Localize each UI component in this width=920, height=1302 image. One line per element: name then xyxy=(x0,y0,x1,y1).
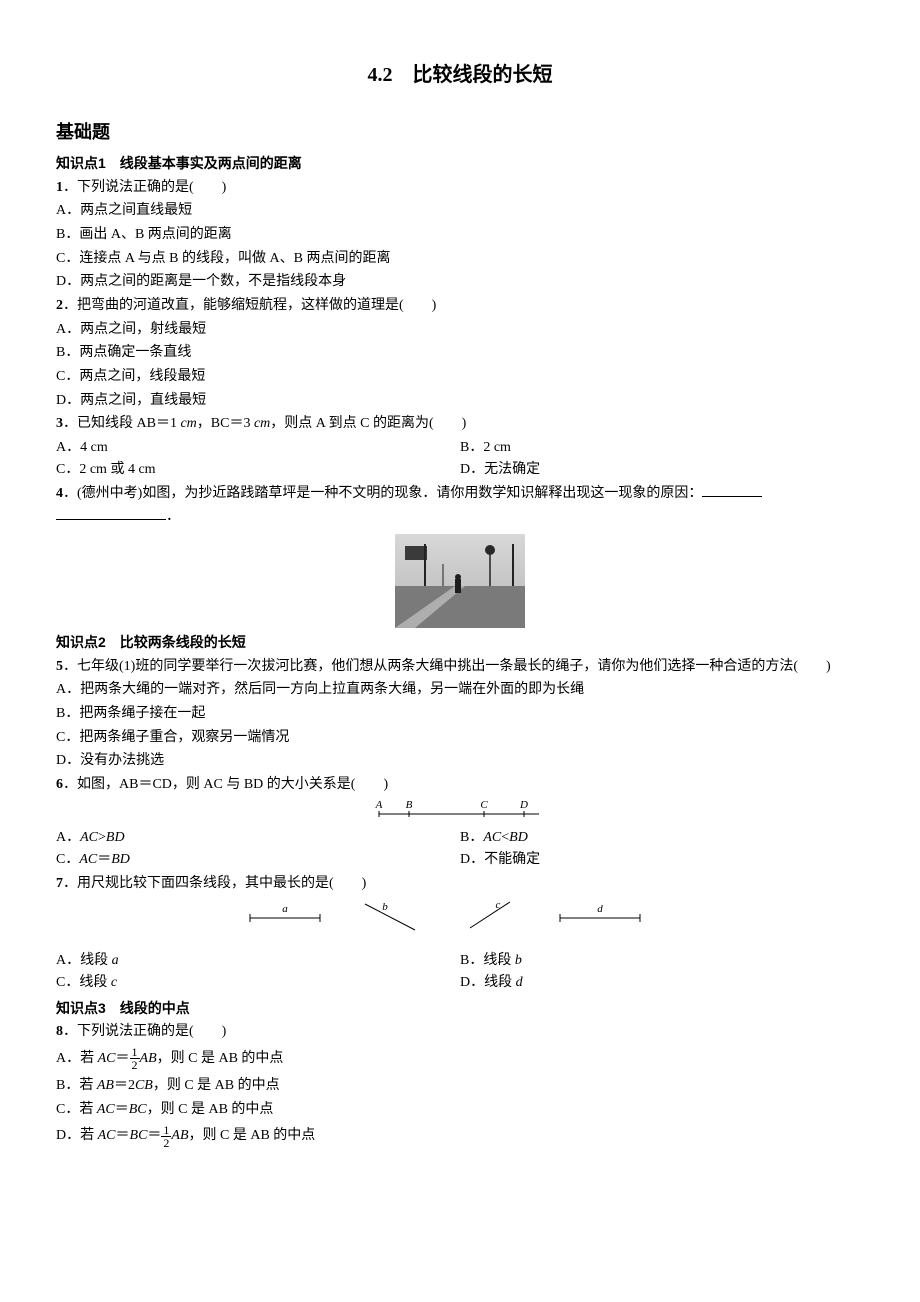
q2-opt-d: D．两点之间，直线最短 xyxy=(56,390,864,412)
q8-num: 8 xyxy=(56,1024,63,1039)
q1-opt-b: B．画出 A、B 两点间的距离 xyxy=(56,224,864,246)
q5-stem: 5．七年级(1)班的同学要举行一次拔河比赛，他们想从两条大绳中挑出一条最长的绳子… xyxy=(56,656,864,678)
q7-figure: a b c d xyxy=(240,900,680,934)
svg-text:D: D xyxy=(519,799,528,811)
svg-text:d: d xyxy=(597,903,603,915)
q1-opt-c: C．连接点 A 与点 B 的线段，叫做 A、B 两点间的距离 xyxy=(56,248,864,270)
q6-row2: C．AC＝BD D．不能确定 xyxy=(56,849,864,871)
q2-num: 2 xyxy=(56,298,63,313)
q4-figure-photo xyxy=(395,534,525,628)
q3-opt-b: B．2 cm xyxy=(460,437,864,459)
q5-opt-a: A．把两条大绳的一端对齐，然后同一方向上拉直两条大绳，另一端在外面的即为长绳 xyxy=(56,679,864,701)
q6-opt-a: A．AC>BD xyxy=(56,827,460,849)
q7-opt-d: D．线段 d xyxy=(460,972,864,994)
q6-figure: A B C D xyxy=(375,798,545,820)
q2-stem: 2．把弯曲的河道改直，能够缩短航程，这样做的道理是( ) xyxy=(56,295,864,317)
q8-text: ．下列说法正确的是( ) xyxy=(63,1024,226,1039)
q7-row1: A．线段 a B．线段 b xyxy=(56,950,864,972)
q4-text-b: ． xyxy=(166,509,180,524)
svg-text:b: b xyxy=(382,901,388,913)
q6-opt-c: C．AC＝BD xyxy=(56,849,460,871)
q3-row2: C．2 cm 或 4 cm D．无法确定 xyxy=(56,459,864,481)
q1-opt-a: A．两点之间直线最短 xyxy=(56,200,864,222)
q6-row1: A．AC>BD B．AC<BD xyxy=(56,827,864,849)
q5-opt-b: B．把两条绳子接在一起 xyxy=(56,703,864,725)
q6-opt-d: D．不能确定 xyxy=(460,849,864,871)
svg-text:B: B xyxy=(406,799,413,811)
q3-stem: 3．已知线段 AB＝1 cm，BC＝3 cm，则点 A 到点 C 的距离为( ) xyxy=(56,413,864,435)
knowledge-point-1: 知识点1 线段基本事实及两点间的距离 xyxy=(56,153,864,175)
q8-opt-c: C．若 AC＝BC，则 C 是 AB 的中点 xyxy=(56,1099,864,1121)
q3-post: ，则点 A 到点 C 的距离为( ) xyxy=(270,416,466,431)
svg-text:A: A xyxy=(375,799,383,811)
q8-opt-b: B．若 AB＝2CB，则 C 是 AB 的中点 xyxy=(56,1075,864,1097)
q4-num: 4 xyxy=(56,486,63,501)
q3-mid: ，BC＝3 xyxy=(197,416,254,431)
q8-opt-d: D．若 AC＝BC＝12AB，则 C 是 AB 的中点 xyxy=(56,1122,864,1150)
q2-opt-a: A．两点之间，射线最短 xyxy=(56,319,864,341)
q5-num: 5 xyxy=(56,659,63,674)
q3-opt-a: A．4 cm xyxy=(56,437,460,459)
q3-opt-c: C．2 cm 或 4 cm xyxy=(56,459,460,481)
q2-opt-b: B．两点确定一条直线 xyxy=(56,342,864,364)
knowledge-point-3: 知识点3 线段的中点 xyxy=(56,998,864,1020)
q3-num: 3 xyxy=(56,416,63,431)
q1-text: ．下列说法正确的是( ) xyxy=(63,180,226,195)
q5-opt-c: C．把两条绳子重合，观察另一端情况 xyxy=(56,727,864,749)
q1-opt-d: D．两点之间的距离是一个数，不是指线段本身 xyxy=(56,271,864,293)
q7-row2: C．线段 c D．线段 d xyxy=(56,972,864,994)
q3-opt-d: D．无法确定 xyxy=(460,459,864,481)
q7-opt-a: A．线段 a xyxy=(56,950,460,972)
q3-row1: A．4 cm B．2 cm xyxy=(56,437,864,459)
q6-stem: 6．如图，AB＝CD，则 AC 与 BD 的大小关系是( ) xyxy=(56,774,864,796)
knowledge-point-2: 知识点2 比较两条线段的长短 xyxy=(56,632,864,654)
q6-opt-b: B．AC<BD xyxy=(460,827,864,849)
q6-text: ．如图，AB＝CD，则 AC 与 BD 的大小关系是( ) xyxy=(63,777,388,792)
q3-pre: ．已知线段 AB＝1 xyxy=(63,416,180,431)
q7-opt-c: C．线段 c xyxy=(56,972,460,994)
q7-figure-row: a b c d xyxy=(56,900,864,942)
q4-blank-row: ． xyxy=(56,506,864,528)
svg-text:a: a xyxy=(282,903,288,915)
q7-num: 7 xyxy=(56,876,63,891)
q2-opt-c: C．两点之间，线段最短 xyxy=(56,366,864,388)
q1-stem: 1．下列说法正确的是( ) xyxy=(56,177,864,199)
q7-text: ．用尺规比较下面四条线段，其中最长的是( ) xyxy=(63,876,366,891)
q2-text: ．把弯曲的河道改直，能够缩短航程，这样做的道理是( ) xyxy=(63,298,436,313)
q4-stem: 4．(德州中考)如图，为抄近路践踏草坪是一种不文明的现象．请你用数学知识解释出现… xyxy=(56,483,864,505)
svg-text:c: c xyxy=(496,900,501,911)
section-basic-header: 基础题 xyxy=(56,119,864,147)
q5-text: ．七年级(1)班的同学要举行一次拔河比赛，他们想从两条大绳中挑出一条最长的绳子，… xyxy=(63,659,831,674)
q8-opt-a: A．若 AC＝12AB，则 C 是 AB 的中点 xyxy=(56,1045,864,1073)
q4-text-a: ．(德州中考)如图，为抄近路践踏草坪是一种不文明的现象．请你用数学知识解释出现这… xyxy=(63,486,702,501)
svg-text:C: C xyxy=(480,799,488,811)
q7-opt-b: B．线段 b xyxy=(460,950,864,972)
q7-stem: 7．用尺规比较下面四条线段，其中最长的是( ) xyxy=(56,873,864,895)
q1-num: 1 xyxy=(56,180,63,195)
doc-title: 4.2 比较线段的长短 xyxy=(56,60,864,91)
q5-opt-d: D．没有办法挑选 xyxy=(56,750,864,772)
q8-stem: 8．下列说法正确的是( ) xyxy=(56,1021,864,1043)
q6-num: 6 xyxy=(56,777,63,792)
